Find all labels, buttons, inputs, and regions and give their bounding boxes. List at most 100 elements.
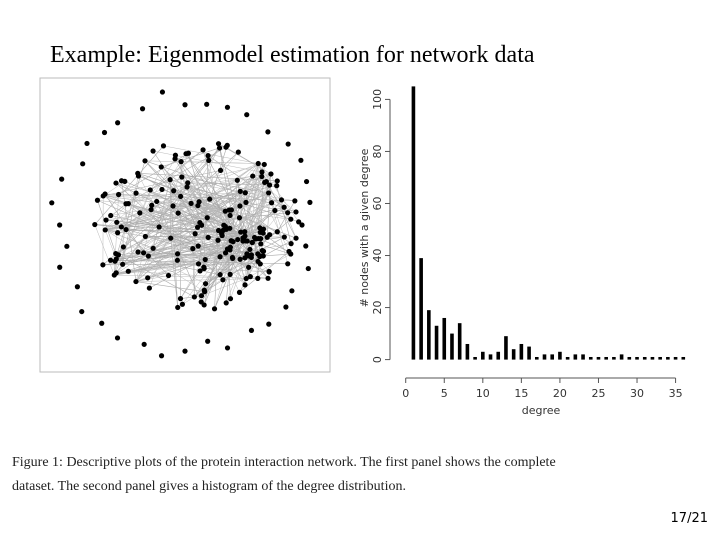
network-edge xyxy=(97,200,127,204)
network-node xyxy=(113,270,119,276)
bar xyxy=(434,325,439,360)
network-node xyxy=(141,341,147,347)
network-edge xyxy=(180,295,202,299)
network-node xyxy=(125,201,131,207)
network-node xyxy=(114,335,121,341)
network-node xyxy=(191,294,197,300)
network-edge xyxy=(105,149,204,231)
network-node xyxy=(293,209,299,215)
bar xyxy=(650,356,655,360)
network-node xyxy=(199,222,205,228)
network-node xyxy=(74,284,80,290)
y-tick-label: 0 xyxy=(371,356,384,363)
bar xyxy=(511,349,516,360)
network-node xyxy=(265,129,271,135)
network-edge xyxy=(125,189,163,204)
network-node xyxy=(258,241,264,247)
network-node xyxy=(243,238,249,244)
network-node xyxy=(120,261,126,267)
network-node xyxy=(198,293,205,299)
network-node xyxy=(242,190,248,196)
network-edge xyxy=(103,170,221,197)
network-node xyxy=(255,275,261,281)
network-node xyxy=(165,272,172,279)
network-node xyxy=(303,178,310,185)
x-tick-label: 30 xyxy=(630,387,644,400)
network-edge xyxy=(125,182,188,230)
bar xyxy=(642,356,647,360)
network-node xyxy=(158,353,165,359)
network-edge xyxy=(200,237,244,303)
network-node xyxy=(177,296,184,302)
network-node xyxy=(202,281,209,287)
bar xyxy=(496,351,501,360)
network-node xyxy=(201,287,207,293)
x-tick-label: 20 xyxy=(553,387,567,400)
network-edge xyxy=(244,163,259,232)
network-edge xyxy=(135,151,239,282)
bar xyxy=(565,356,570,360)
network-node xyxy=(244,251,250,257)
bar xyxy=(481,351,485,360)
network-node xyxy=(101,129,108,136)
network-edge xyxy=(244,207,285,233)
network-edge xyxy=(252,175,297,213)
bar xyxy=(666,356,670,360)
network-node xyxy=(227,271,233,277)
bar xyxy=(465,343,470,360)
network-node xyxy=(227,244,233,250)
network-edge xyxy=(239,251,290,293)
network-node xyxy=(108,212,114,219)
network-node xyxy=(247,274,253,280)
network-node xyxy=(227,212,233,219)
network-node xyxy=(113,250,119,257)
network-node xyxy=(253,236,259,242)
network-node xyxy=(99,320,105,326)
bar xyxy=(658,356,662,360)
bar xyxy=(488,354,493,360)
network-node xyxy=(227,296,234,302)
y-tick-label: 80 xyxy=(371,144,384,158)
network-edge xyxy=(163,145,259,164)
network-edge xyxy=(246,253,291,279)
network-edge xyxy=(128,271,247,279)
network-node xyxy=(272,207,278,214)
bar xyxy=(581,354,585,360)
network-node xyxy=(182,348,188,354)
network-node xyxy=(114,219,120,225)
bar xyxy=(627,356,632,360)
network-node xyxy=(120,244,126,250)
network-edge xyxy=(207,155,285,208)
network-node xyxy=(192,231,198,237)
network-edge xyxy=(219,164,265,257)
bar xyxy=(542,354,547,360)
network-node xyxy=(100,262,106,268)
network-node xyxy=(259,169,265,175)
network-node xyxy=(285,141,291,147)
network-edge xyxy=(148,255,206,284)
network-node xyxy=(115,191,122,198)
network-node xyxy=(292,198,298,204)
network-node xyxy=(178,193,184,200)
network-node xyxy=(274,178,280,184)
bar xyxy=(411,86,416,360)
network-edge xyxy=(148,173,272,257)
network-node xyxy=(274,229,280,235)
network-node xyxy=(122,178,128,184)
network-plot xyxy=(39,77,331,373)
network-edge xyxy=(161,166,253,243)
network-node xyxy=(156,224,162,230)
network-edge xyxy=(118,163,259,256)
network-node xyxy=(285,210,291,216)
network-node xyxy=(227,225,233,231)
network-node xyxy=(102,191,108,197)
network-node xyxy=(94,197,101,203)
network-edge xyxy=(187,182,244,242)
bar xyxy=(681,356,686,360)
bar xyxy=(573,354,578,360)
network-edge xyxy=(105,229,205,292)
network-node xyxy=(266,190,272,196)
x-axis-label: degree xyxy=(522,404,561,417)
network-node xyxy=(145,275,151,281)
network-node xyxy=(195,261,202,267)
